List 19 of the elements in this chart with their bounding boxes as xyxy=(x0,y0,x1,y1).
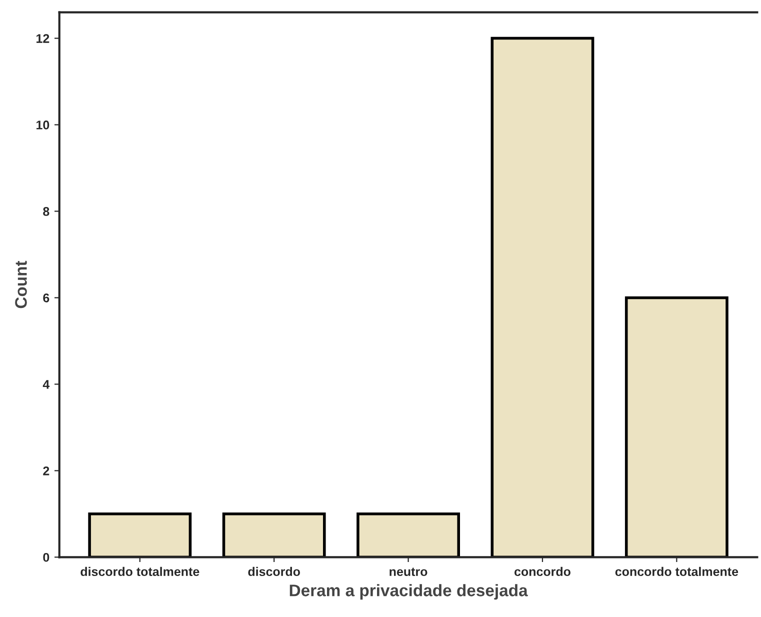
bar xyxy=(356,512,460,558)
x-axis-title: Deram a privacidade desejada xyxy=(290,584,528,600)
bar xyxy=(624,296,728,558)
y-axis-title: Count xyxy=(15,260,27,308)
y-tick-label: 8 xyxy=(43,207,50,216)
y-tick-label: 0 xyxy=(43,552,50,562)
x-tick-label: discordo totalmente xyxy=(80,566,200,576)
y-tick-label: 2 xyxy=(43,466,50,476)
y-tick-label: 12 xyxy=(36,34,50,43)
x-tick-label: concordo xyxy=(514,566,570,576)
bar xyxy=(88,512,192,558)
bar xyxy=(222,512,326,558)
y-tick-label: 6 xyxy=(43,294,50,302)
x-tick-label: discordo xyxy=(248,566,300,576)
y-tick-label: 10 xyxy=(36,120,50,130)
y-tick-label: 4 xyxy=(42,380,50,389)
x-tick-label: concordo totalmente xyxy=(615,566,738,576)
bar xyxy=(490,36,594,558)
x-tick-label: neutro xyxy=(390,568,428,576)
